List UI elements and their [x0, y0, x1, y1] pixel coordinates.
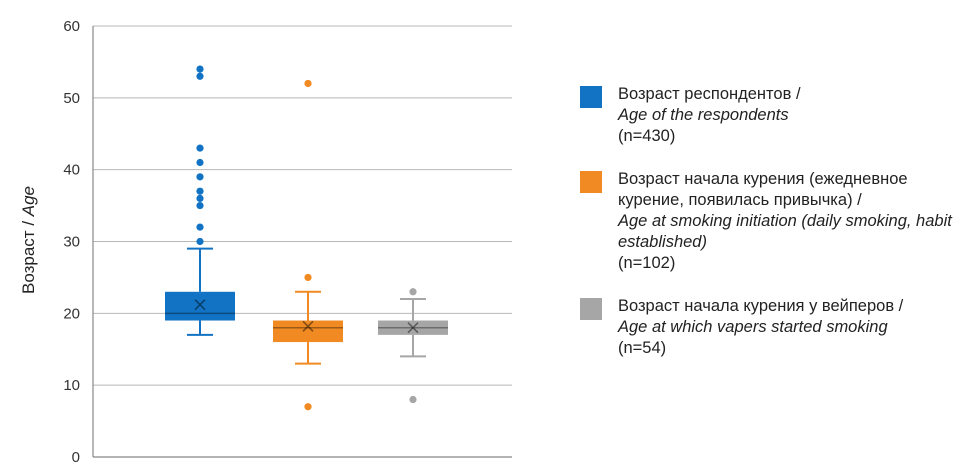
box-series-1 — [165, 65, 235, 336]
y-tick-label: 20 — [63, 305, 80, 322]
mean-marker — [407, 322, 419, 334]
legend-label-ru: курение, появилась привычка) / — [618, 191, 862, 209]
y-axis-title-en: Age — [19, 186, 38, 217]
legend-label-en: Age of the respondents — [618, 106, 789, 124]
legend-sample-size: (n=102) — [618, 254, 676, 272]
y-tick-label: 30 — [63, 234, 80, 251]
y-tick-label: 60 — [63, 18, 80, 35]
legend-label-en: Age at which vapers started smoking — [618, 318, 888, 336]
iqr-box — [165, 291, 235, 321]
outlier-point — [196, 237, 204, 246]
outlier-point — [196, 65, 204, 73]
outlier-point — [196, 223, 204, 231]
legend-sample-size: (n=430) — [618, 127, 676, 145]
outlier-point — [196, 187, 204, 195]
outlier-point — [304, 79, 312, 88]
outlier-point — [196, 173, 204, 181]
outlier-point — [196, 144, 204, 152]
legend-item-3: Возраст начала курения у вейперов / Age a… — [580, 296, 955, 359]
mean-marker — [194, 299, 206, 311]
y-tick-label: 10 — [63, 377, 80, 394]
legend-item-2: Возраст начала курения (ежедневное курени… — [580, 169, 955, 274]
y-tick-label: 0 — [72, 449, 80, 466]
outlier-point — [196, 72, 204, 80]
y-tick-labels: 0 10 20 30 40 50 60 — [63, 18, 80, 466]
iqr-box — [378, 320, 448, 335]
outlier-point — [304, 273, 312, 282]
y-tick-label: 40 — [63, 162, 80, 179]
outlier-point — [196, 201, 204, 210]
box-series-2 — [273, 79, 343, 411]
y-axis-title-ru: Возраст / — [19, 216, 38, 294]
y-axis-title: Возраст / Age — [19, 186, 38, 294]
outlier-point — [409, 395, 417, 404]
legend-label-en: Age at smoking initiation (daily smoking… — [618, 212, 952, 251]
mean-marker — [302, 320, 314, 332]
legend-item-1: Возраст респондентов / Age of the respond… — [580, 84, 955, 147]
outlier-point — [304, 403, 312, 411]
outlier-point — [196, 194, 204, 202]
iqr-box — [273, 320, 343, 343]
gridlines — [93, 25, 512, 458]
legend-swatch — [580, 86, 602, 108]
legend-swatch — [580, 171, 602, 193]
box-series-3 — [378, 288, 448, 404]
outlier-point — [409, 288, 417, 296]
legend-swatch — [580, 298, 602, 320]
legend-label-ru: Возраст начала курения у вейперов / — [618, 297, 904, 315]
legend-label-ru: Возраст начала курения (ежедневное — [618, 170, 908, 188]
y-tick-label: 50 — [63, 90, 80, 107]
boxes — [165, 65, 448, 411]
legend-label-ru: Возраст респондентов / — [618, 85, 801, 103]
outlier-point — [196, 158, 204, 167]
legend-sample-size: (n=54) — [618, 339, 667, 357]
legend: Возраст респондентов / Age of the respond… — [580, 84, 955, 381]
